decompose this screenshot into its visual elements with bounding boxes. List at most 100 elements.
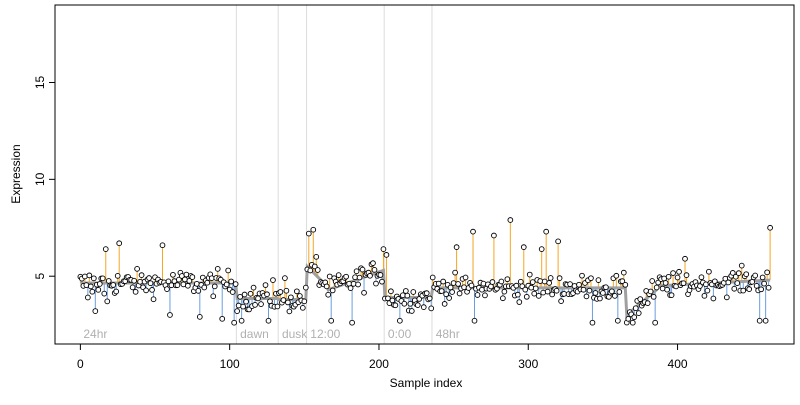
data-point [581,287,586,292]
data-point [205,280,210,285]
x-axis-title: Sample index [390,376,463,390]
data-point [617,290,622,295]
data-point [374,281,379,286]
data-point [545,289,550,294]
data-point [615,318,620,323]
data-point [559,299,564,304]
data-point [744,272,749,277]
data-point [91,276,96,281]
data-point [171,272,176,277]
data-point [762,281,767,286]
data-point [735,281,740,286]
data-point [483,293,488,298]
data-point [336,273,341,278]
data-point [623,282,628,287]
data-point [759,287,764,292]
data-point [357,275,362,280]
data-point [557,276,562,281]
data-point [463,275,468,280]
data-point [724,295,729,300]
data-point [675,275,680,280]
data-point [224,282,229,287]
data-point [584,294,589,299]
data-point [220,316,225,321]
data-point [135,266,140,271]
data-point [626,316,631,321]
data-point [372,267,377,272]
y-tick-label: 10 [33,172,47,186]
data-point [450,290,455,295]
data-point [490,280,495,285]
data-point [739,263,744,268]
data-point [590,320,595,325]
data-point [753,273,758,278]
data-point [524,294,529,299]
data-point [427,296,432,301]
data-point [505,277,510,282]
data-point [190,275,195,280]
data-point [211,294,216,299]
data-point [439,289,444,294]
data-point [150,287,155,292]
data-point [235,309,240,314]
data-point [763,318,768,323]
data-point [397,318,402,323]
chart-container: 24hr dawn dusk 12:00 0:00 48hr 0 100 200 300 400 … [0,0,800,400]
data-point [653,320,658,325]
data-point [344,274,349,279]
data-point [669,293,674,298]
data-point [294,289,299,294]
data-point [636,311,641,316]
data-point [521,245,526,250]
data-point [612,293,617,298]
data-point [630,320,635,325]
data-point [502,289,507,294]
data-point [287,309,292,314]
data-point [650,279,655,284]
data-point [354,269,359,274]
data-point [362,290,367,295]
data-point [702,293,707,298]
data-point [160,243,165,248]
data-point [303,285,308,290]
data-point [475,293,480,298]
data-point [609,289,614,294]
x-tick-label: 100 [220,357,240,371]
data-point [705,288,710,293]
data-point [196,288,201,293]
data-point [244,299,249,304]
data-point [648,289,653,294]
data-point [281,298,286,303]
data-point [665,287,670,292]
data-point [97,282,102,287]
data-point [741,288,746,293]
data-point [499,279,504,284]
data-point [411,290,416,295]
data-point [251,285,256,290]
data-point [82,274,87,279]
data-point [533,286,538,291]
segment-label: 24hr [83,327,107,341]
data-point [666,274,671,279]
data-point [451,281,456,286]
data-point [632,315,637,320]
data-point [275,304,280,309]
data-point [527,272,532,277]
data-point [226,268,231,273]
data-point [448,285,453,290]
data-point [302,299,307,304]
y-tick-label: 15 [33,75,47,89]
data-point [202,285,207,290]
data-point [85,295,90,300]
data-point [378,273,383,278]
data-point [241,304,246,309]
data-point [532,291,537,296]
data-point [754,283,759,288]
data-point [663,281,668,286]
data-point [726,280,731,285]
data-point [144,288,149,293]
data-point [480,287,485,292]
segment-label: 12:00 [310,327,340,341]
data-point [230,290,235,295]
data-point [660,286,665,291]
